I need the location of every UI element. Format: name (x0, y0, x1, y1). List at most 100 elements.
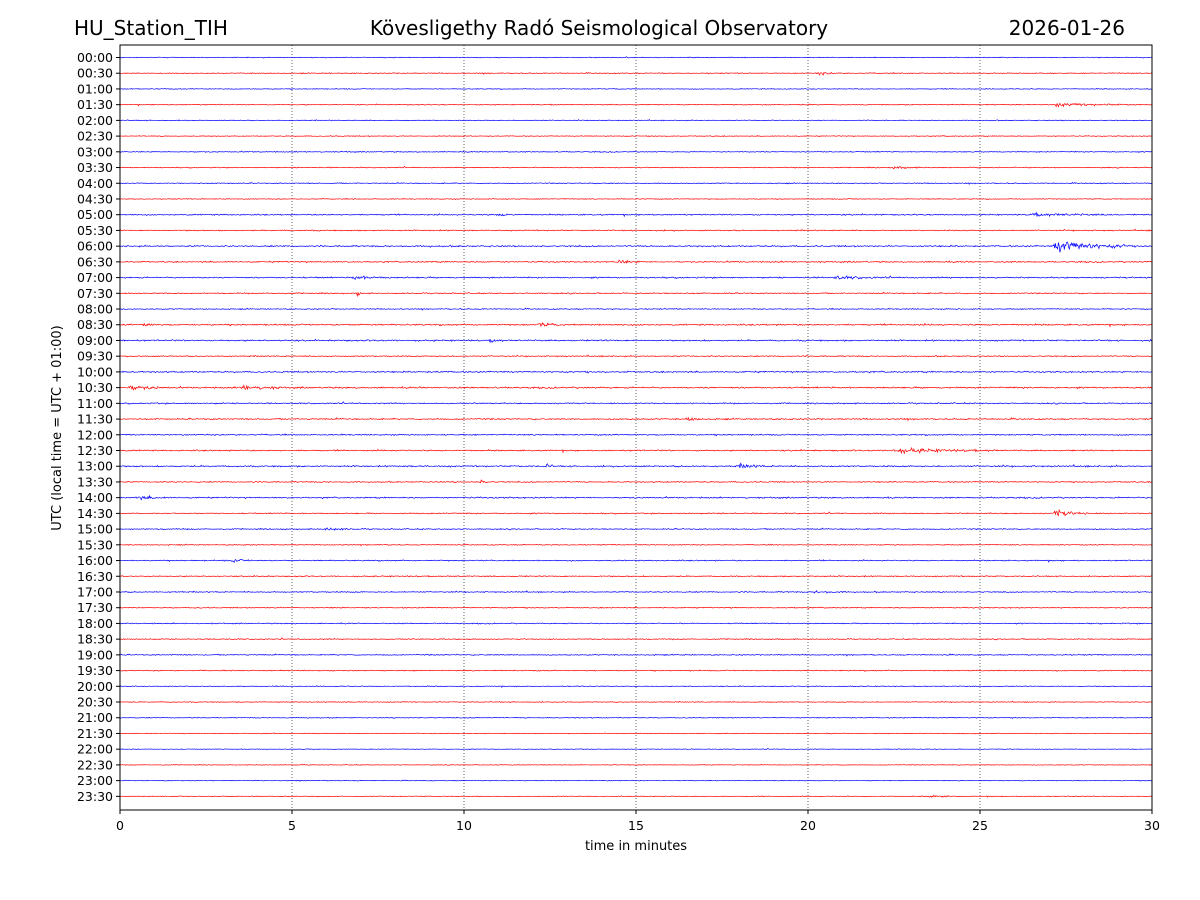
trace-line (119, 416, 1153, 422)
trace-line (119, 669, 1153, 672)
y-tick-label: 23:30 (77, 789, 113, 804)
y-tick-label: 05:30 (77, 223, 113, 238)
y-tick-label: 10:00 (77, 364, 113, 379)
y-tick-label: 20:00 (77, 679, 113, 694)
trace-line (119, 606, 1153, 609)
y-tick-label: 16:00 (77, 553, 113, 568)
y-axis-label: UTC (local time = UTC + 01:00) (50, 325, 65, 530)
x-tick-label: 0 (116, 818, 124, 833)
y-tick-label: 08:00 (77, 302, 113, 317)
trace-line (119, 150, 1153, 153)
y-tick-label: 00:30 (77, 66, 113, 81)
y-tick-label: 19:00 (77, 647, 113, 662)
trace-line (119, 653, 1153, 657)
y-tick-label: 07:30 (77, 286, 113, 301)
y-tick-label: 13:30 (77, 474, 113, 489)
trace-line (119, 637, 1153, 641)
trace-line (119, 321, 1153, 328)
trace-line (119, 433, 1153, 437)
observatory-title: Kövesligethy Radó Seismological Observat… (370, 16, 828, 40)
y-tick-label: 06:30 (77, 254, 113, 269)
y-tick-label: 15:30 (77, 537, 113, 552)
y-tick-label: 02:30 (77, 129, 113, 144)
y-tick-label: 21:00 (77, 710, 113, 725)
trace-line (119, 622, 1153, 625)
trace-line (119, 259, 1153, 264)
trace-line (119, 543, 1153, 547)
trace-line (119, 228, 1153, 232)
y-tick-label: 04:30 (77, 191, 113, 206)
trace-line (119, 494, 1153, 501)
y-tick-label: 18:00 (77, 616, 113, 631)
trace-line (119, 56, 1153, 59)
trace-line (119, 748, 1153, 751)
trace-line (119, 71, 1153, 76)
trace-line (119, 197, 1153, 201)
trace-line (119, 479, 1153, 484)
trace-line (119, 370, 1153, 374)
trace-line (119, 338, 1153, 344)
y-tick-label: 11:00 (77, 396, 113, 411)
y-axis-ticks: 00:0000:3001:0001:3002:0002:3003:0003:30… (77, 50, 120, 804)
station-title: HU_Station_TIH (74, 16, 228, 40)
x-tick-label: 20 (800, 818, 816, 833)
y-tick-label: 14:30 (77, 506, 113, 521)
y-tick-label: 19:30 (77, 663, 113, 678)
trace-line (119, 241, 1153, 253)
seismic-traces (119, 56, 1153, 798)
y-tick-label: 15:00 (77, 522, 113, 537)
trace-line (119, 794, 1153, 798)
y-tick-label: 10:30 (77, 380, 113, 395)
y-tick-label: 12:30 (77, 443, 113, 458)
y-tick-label: 07:00 (77, 270, 113, 285)
x-tick-label: 5 (288, 818, 296, 833)
trace-line (119, 700, 1153, 704)
y-tick-label: 08:30 (77, 317, 113, 332)
trace-line (119, 401, 1153, 405)
trace-line (119, 716, 1153, 719)
y-tick-label: 17:30 (77, 600, 113, 615)
y-tick-label: 03:00 (77, 144, 113, 159)
x-tick-label: 30 (1144, 818, 1160, 833)
y-tick-label: 16:30 (77, 569, 113, 584)
y-tick-label: 05:00 (77, 207, 113, 222)
y-tick-label: 00:00 (77, 50, 113, 65)
trace-line (119, 118, 1153, 122)
y-tick-label: 21:30 (77, 726, 113, 741)
trace-line (119, 181, 1153, 185)
y-tick-label: 01:00 (77, 81, 113, 96)
y-tick-label: 22:30 (77, 757, 113, 772)
y-tick-label: 17:00 (77, 584, 113, 599)
y-tick-label: 22:00 (77, 742, 113, 757)
date-title: 2026-01-26 (1009, 16, 1125, 40)
y-tick-label: 03:30 (77, 160, 113, 175)
y-tick-label: 09:30 (77, 349, 113, 364)
x-axis-ticks: 0 5 10 15 20 25 30 (116, 810, 1160, 833)
y-tick-label: 01:30 (77, 97, 113, 112)
y-tick-label: 02:00 (77, 113, 113, 128)
trace-line (119, 87, 1153, 91)
plot-frame (119, 44, 1153, 811)
x-axis-label: time in minutes (585, 839, 687, 854)
trace-line (119, 558, 1153, 563)
trace-line (119, 462, 1153, 469)
y-tick-label: 11:30 (77, 412, 113, 427)
x-tick-label: 10 (456, 818, 472, 833)
trace-line (119, 291, 1153, 298)
trace-line (119, 527, 1153, 531)
trace-line (119, 102, 1153, 108)
y-tick-label: 20:30 (77, 695, 113, 710)
trace-line (119, 589, 1153, 594)
y-tick-label: 06:00 (77, 239, 113, 254)
trace-line (119, 307, 1153, 311)
trace-line (119, 732, 1153, 735)
trace-line (119, 135, 1153, 138)
y-tick-label: 23:00 (77, 773, 113, 788)
trace-line (119, 211, 1153, 218)
trace-line (119, 779, 1153, 782)
trace-line (119, 384, 1153, 391)
trace-line (119, 763, 1153, 766)
trace-line (119, 446, 1153, 455)
